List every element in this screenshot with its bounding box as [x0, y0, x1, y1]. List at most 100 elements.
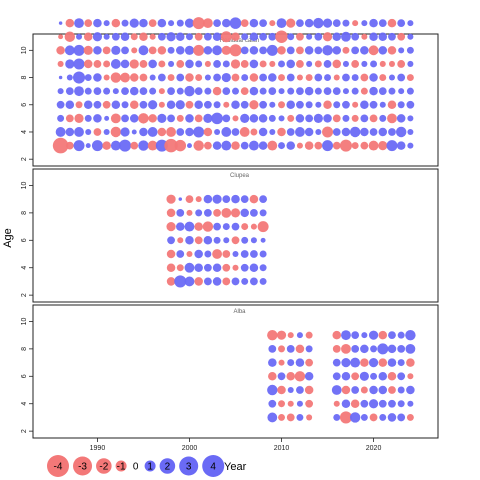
residual-bubble — [229, 17, 242, 29]
residual-bubble — [360, 87, 368, 95]
residual-bubble — [397, 73, 406, 82]
residual-bubble — [93, 73, 102, 82]
residual-bubble — [296, 60, 304, 68]
residual-bubble — [378, 32, 388, 41]
residual-bubble — [184, 276, 195, 287]
residual-bubble — [278, 400, 286, 408]
residual-bubble — [295, 358, 305, 367]
residual-bubble — [139, 18, 148, 28]
residual-bubble — [360, 46, 369, 55]
residual-bubble — [241, 236, 249, 244]
residual-bubble — [203, 208, 212, 217]
residual-bubble — [286, 141, 295, 150]
residual-bubble — [349, 126, 361, 138]
residual-bubble — [166, 32, 176, 42]
residual-bubble — [406, 46, 414, 54]
residual-bubble — [407, 128, 414, 135]
residual-bubble — [203, 32, 212, 41]
residual-bubble — [185, 100, 194, 109]
residual-bubble — [56, 100, 65, 109]
residual-bubble — [212, 194, 222, 204]
residual-bubble — [167, 236, 175, 245]
residual-bubble — [315, 101, 322, 108]
residual-bubble — [305, 101, 313, 109]
y-tick-label: 6 — [21, 103, 28, 107]
residual-bubble — [148, 46, 157, 55]
residual-bubble — [351, 372, 360, 381]
residual-bubble — [341, 372, 351, 381]
legend-bubble — [144, 460, 156, 472]
residual-bubble — [73, 44, 85, 56]
residual-bubble — [259, 277, 267, 285]
residual-bubble — [313, 113, 323, 123]
residual-bubble — [203, 277, 212, 286]
residual-bubble — [164, 138, 178, 153]
residual-bubble — [139, 73, 148, 82]
residual-bubble — [361, 332, 368, 339]
residual-bubble — [149, 87, 157, 95]
residual-bubble — [157, 18, 167, 28]
residual-bubble — [269, 60, 276, 67]
residual-bubble — [305, 345, 313, 353]
residual-bubble — [139, 100, 148, 109]
residual-bubble — [378, 330, 388, 340]
residual-bubble — [322, 45, 333, 56]
residual-bubble — [52, 137, 69, 154]
residual-bubble — [65, 100, 75, 110]
residual-bubble — [176, 114, 184, 122]
legend-title: Year — [224, 461, 247, 473]
residual-bubble — [249, 100, 259, 110]
residual-bubble — [120, 32, 130, 41]
residual-bubble — [397, 331, 405, 339]
residual-bubble — [240, 87, 249, 96]
residual-bubble — [286, 73, 295, 82]
residual-bubble — [339, 411, 352, 424]
residual-bubble — [176, 32, 185, 41]
legend-bubble — [159, 458, 176, 474]
residual-bubble — [360, 127, 369, 137]
legend-bubble — [202, 455, 225, 477]
residual-bubble — [250, 277, 258, 286]
residual-bubble — [138, 113, 149, 124]
residual-bubble — [195, 196, 202, 203]
residual-bubble — [157, 113, 167, 123]
residual-bubble — [407, 400, 414, 407]
residual-bubble — [306, 60, 313, 67]
residual-bubble — [332, 372, 341, 381]
residual-bubble — [176, 250, 185, 258]
residual-bubble — [73, 140, 85, 152]
legend-label: 1 — [147, 462, 153, 473]
residual-bubble — [259, 250, 267, 258]
residual-bubble — [341, 343, 351, 354]
residual-bubble — [278, 60, 286, 68]
residual-bubble — [278, 101, 286, 109]
residual-bubble — [388, 399, 396, 408]
residual-bubble — [397, 413, 406, 422]
residual-bubble — [93, 128, 102, 136]
residual-bubble — [406, 74, 414, 82]
residual-bubble — [74, 18, 84, 29]
residual-bubble — [277, 127, 286, 137]
residual-bubble — [194, 263, 203, 272]
residual-bubble — [287, 400, 294, 407]
legend-bubble — [47, 455, 69, 477]
residual-bubble — [333, 413, 341, 421]
residual-bubble — [278, 359, 285, 366]
y-tick-label: 4 — [21, 266, 28, 270]
residual-bubble — [139, 32, 148, 41]
residual-bubble — [352, 20, 359, 27]
residual-bubble — [193, 44, 205, 56]
residual-bubble — [55, 127, 66, 137]
residual-bubble — [249, 263, 259, 272]
residual-bubble — [168, 20, 175, 27]
residual-bubble — [341, 31, 351, 42]
residual-bubble — [314, 141, 323, 150]
residual-bubble — [222, 277, 231, 286]
residual-bubble — [406, 385, 415, 395]
residual-bubble — [369, 100, 378, 109]
residual-bubble — [185, 195, 194, 204]
residual-bubble — [213, 73, 221, 82]
residual-bubble — [259, 73, 268, 82]
residual-bubble — [194, 114, 203, 123]
